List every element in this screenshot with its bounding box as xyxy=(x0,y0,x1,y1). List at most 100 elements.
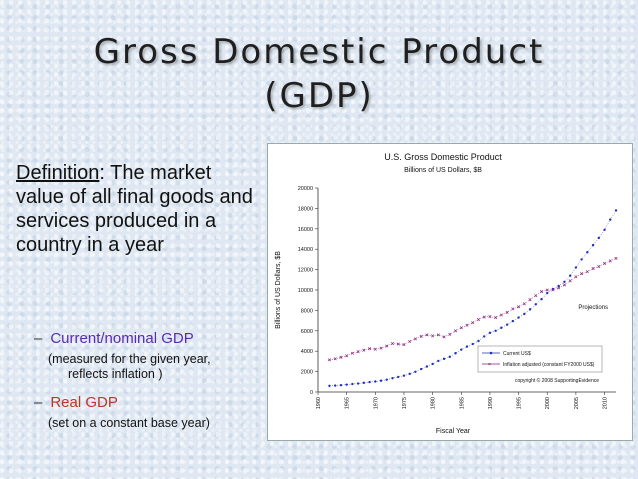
x-tick-label: 1965 xyxy=(345,397,351,409)
data-point-current xyxy=(517,316,520,319)
bullet-nominal-note: (measured for the given year, reflects i… xyxy=(34,352,264,382)
data-point-real xyxy=(591,267,595,271)
y-tick-label: 18000 xyxy=(298,206,313,212)
data-point-real xyxy=(494,315,498,320)
data-point-real xyxy=(350,351,354,355)
data-point-real xyxy=(551,288,555,292)
data-point-real xyxy=(356,350,360,354)
data-point-real xyxy=(448,332,452,336)
series-line-1 xyxy=(329,258,617,361)
nominal-note-line-2: reflects inflation ) xyxy=(68,367,163,381)
data-point-current xyxy=(568,274,572,277)
y-axis-label: Billions of US Dollars, $B xyxy=(275,251,282,329)
data-point-current xyxy=(333,384,337,387)
data-point-real xyxy=(608,259,612,263)
x-tick-label: 2010 xyxy=(603,397,609,409)
legend-marker-current xyxy=(489,351,493,355)
data-point-real xyxy=(339,355,343,359)
data-point-real xyxy=(597,264,601,269)
data-point-current xyxy=(488,331,492,335)
data-point-current xyxy=(511,319,515,323)
data-point-current xyxy=(425,365,429,368)
data-point-current xyxy=(437,359,440,363)
chart-subtitle: Billions of US Dollars, $B xyxy=(404,167,482,174)
data-point-current xyxy=(414,370,417,374)
data-point-real xyxy=(368,347,372,351)
y-tick-label: 8000 xyxy=(301,308,313,314)
series-line-0 xyxy=(329,210,617,387)
data-point-real xyxy=(522,302,526,306)
definition-term: Definition xyxy=(16,162,100,184)
data-point-current xyxy=(603,228,606,232)
bullet-nominal-label: Current/nominal GDP xyxy=(50,330,194,347)
data-point-real xyxy=(442,335,446,339)
data-point-real xyxy=(408,339,412,344)
definition-body: : The market value of all final goods an… xyxy=(16,162,253,256)
data-point-real xyxy=(453,329,458,333)
definition-text: Definition: The market value of all fina… xyxy=(16,161,264,257)
data-point-real xyxy=(390,342,395,346)
y-tick-label: 10000 xyxy=(298,288,313,294)
data-point-real xyxy=(580,272,584,276)
data-point-real xyxy=(373,347,377,351)
data-point-current xyxy=(586,251,589,254)
data-point-real xyxy=(568,279,572,283)
slide-title: Gross Domestic Product (GDP) xyxy=(0,30,638,118)
data-point-real xyxy=(402,343,406,347)
data-point-current xyxy=(448,355,452,359)
data-point-current xyxy=(580,258,583,261)
data-point-real xyxy=(539,289,544,294)
data-point-real xyxy=(562,283,566,287)
data-point-real xyxy=(413,337,417,341)
data-point-current xyxy=(505,323,509,326)
y-tick-label: 4000 xyxy=(301,349,313,355)
data-point-current xyxy=(500,326,503,329)
projections-label: Projections xyxy=(578,305,608,311)
copyright-label: copyright © 2008 SupportingEvidence xyxy=(515,377,599,384)
data-point-current xyxy=(356,382,360,385)
legend-label-current: Current US$ xyxy=(503,351,531,357)
data-point-real xyxy=(419,334,423,338)
data-point-current xyxy=(402,374,406,377)
x-tick-label: 2005 xyxy=(574,397,580,409)
data-point-real xyxy=(471,321,475,325)
data-point-real xyxy=(327,358,332,362)
x-tick-label: 1960 xyxy=(316,397,322,409)
data-point-current xyxy=(362,381,366,385)
gdp-chart: 0 2000 4000 6000 8000 10000 12000 14000 16000 180… xyxy=(267,143,633,441)
data-point-current xyxy=(471,342,474,346)
data-point-real xyxy=(528,298,532,302)
data-point-current xyxy=(345,383,348,386)
data-point-real xyxy=(333,357,337,361)
data-point-current xyxy=(442,357,446,361)
data-point-current xyxy=(523,312,526,316)
y-tick-label: 16000 xyxy=(298,227,313,233)
title-line-1: Gross Domestic Product xyxy=(93,32,545,72)
data-point-current xyxy=(482,335,486,338)
data-point-real xyxy=(459,326,463,330)
title-line-2: (GDP) xyxy=(264,76,374,116)
data-point-current xyxy=(431,362,434,366)
bullet-real-note: (set on a constant base year) xyxy=(48,416,210,430)
data-point-real xyxy=(614,256,618,260)
data-point-real xyxy=(379,346,383,350)
data-point-current xyxy=(574,266,578,269)
x-tick-label: 1990 xyxy=(488,397,494,409)
legend-marker-real: × xyxy=(488,362,491,368)
data-point-real xyxy=(362,348,366,352)
plot-area: 0 2000 4000 6000 8000 10000 12000 14000 16000 180… xyxy=(298,186,618,409)
data-point-current xyxy=(528,308,532,311)
data-point-current xyxy=(465,345,469,348)
chart-title: U.S. Gross Domestic Product xyxy=(384,152,502,162)
data-point-real xyxy=(436,333,440,337)
data-point-current xyxy=(534,303,537,306)
x-axis-label: Fiscal Year xyxy=(436,428,471,435)
data-point-real xyxy=(557,286,561,290)
data-point-real xyxy=(534,294,538,298)
data-point-real xyxy=(345,354,349,358)
y-tick-label: 14000 xyxy=(298,247,313,253)
nominal-note-line-1: (measured for the given year, xyxy=(48,352,211,366)
data-point-current xyxy=(557,284,560,288)
data-point-real xyxy=(431,334,435,338)
data-point-current xyxy=(368,380,371,384)
